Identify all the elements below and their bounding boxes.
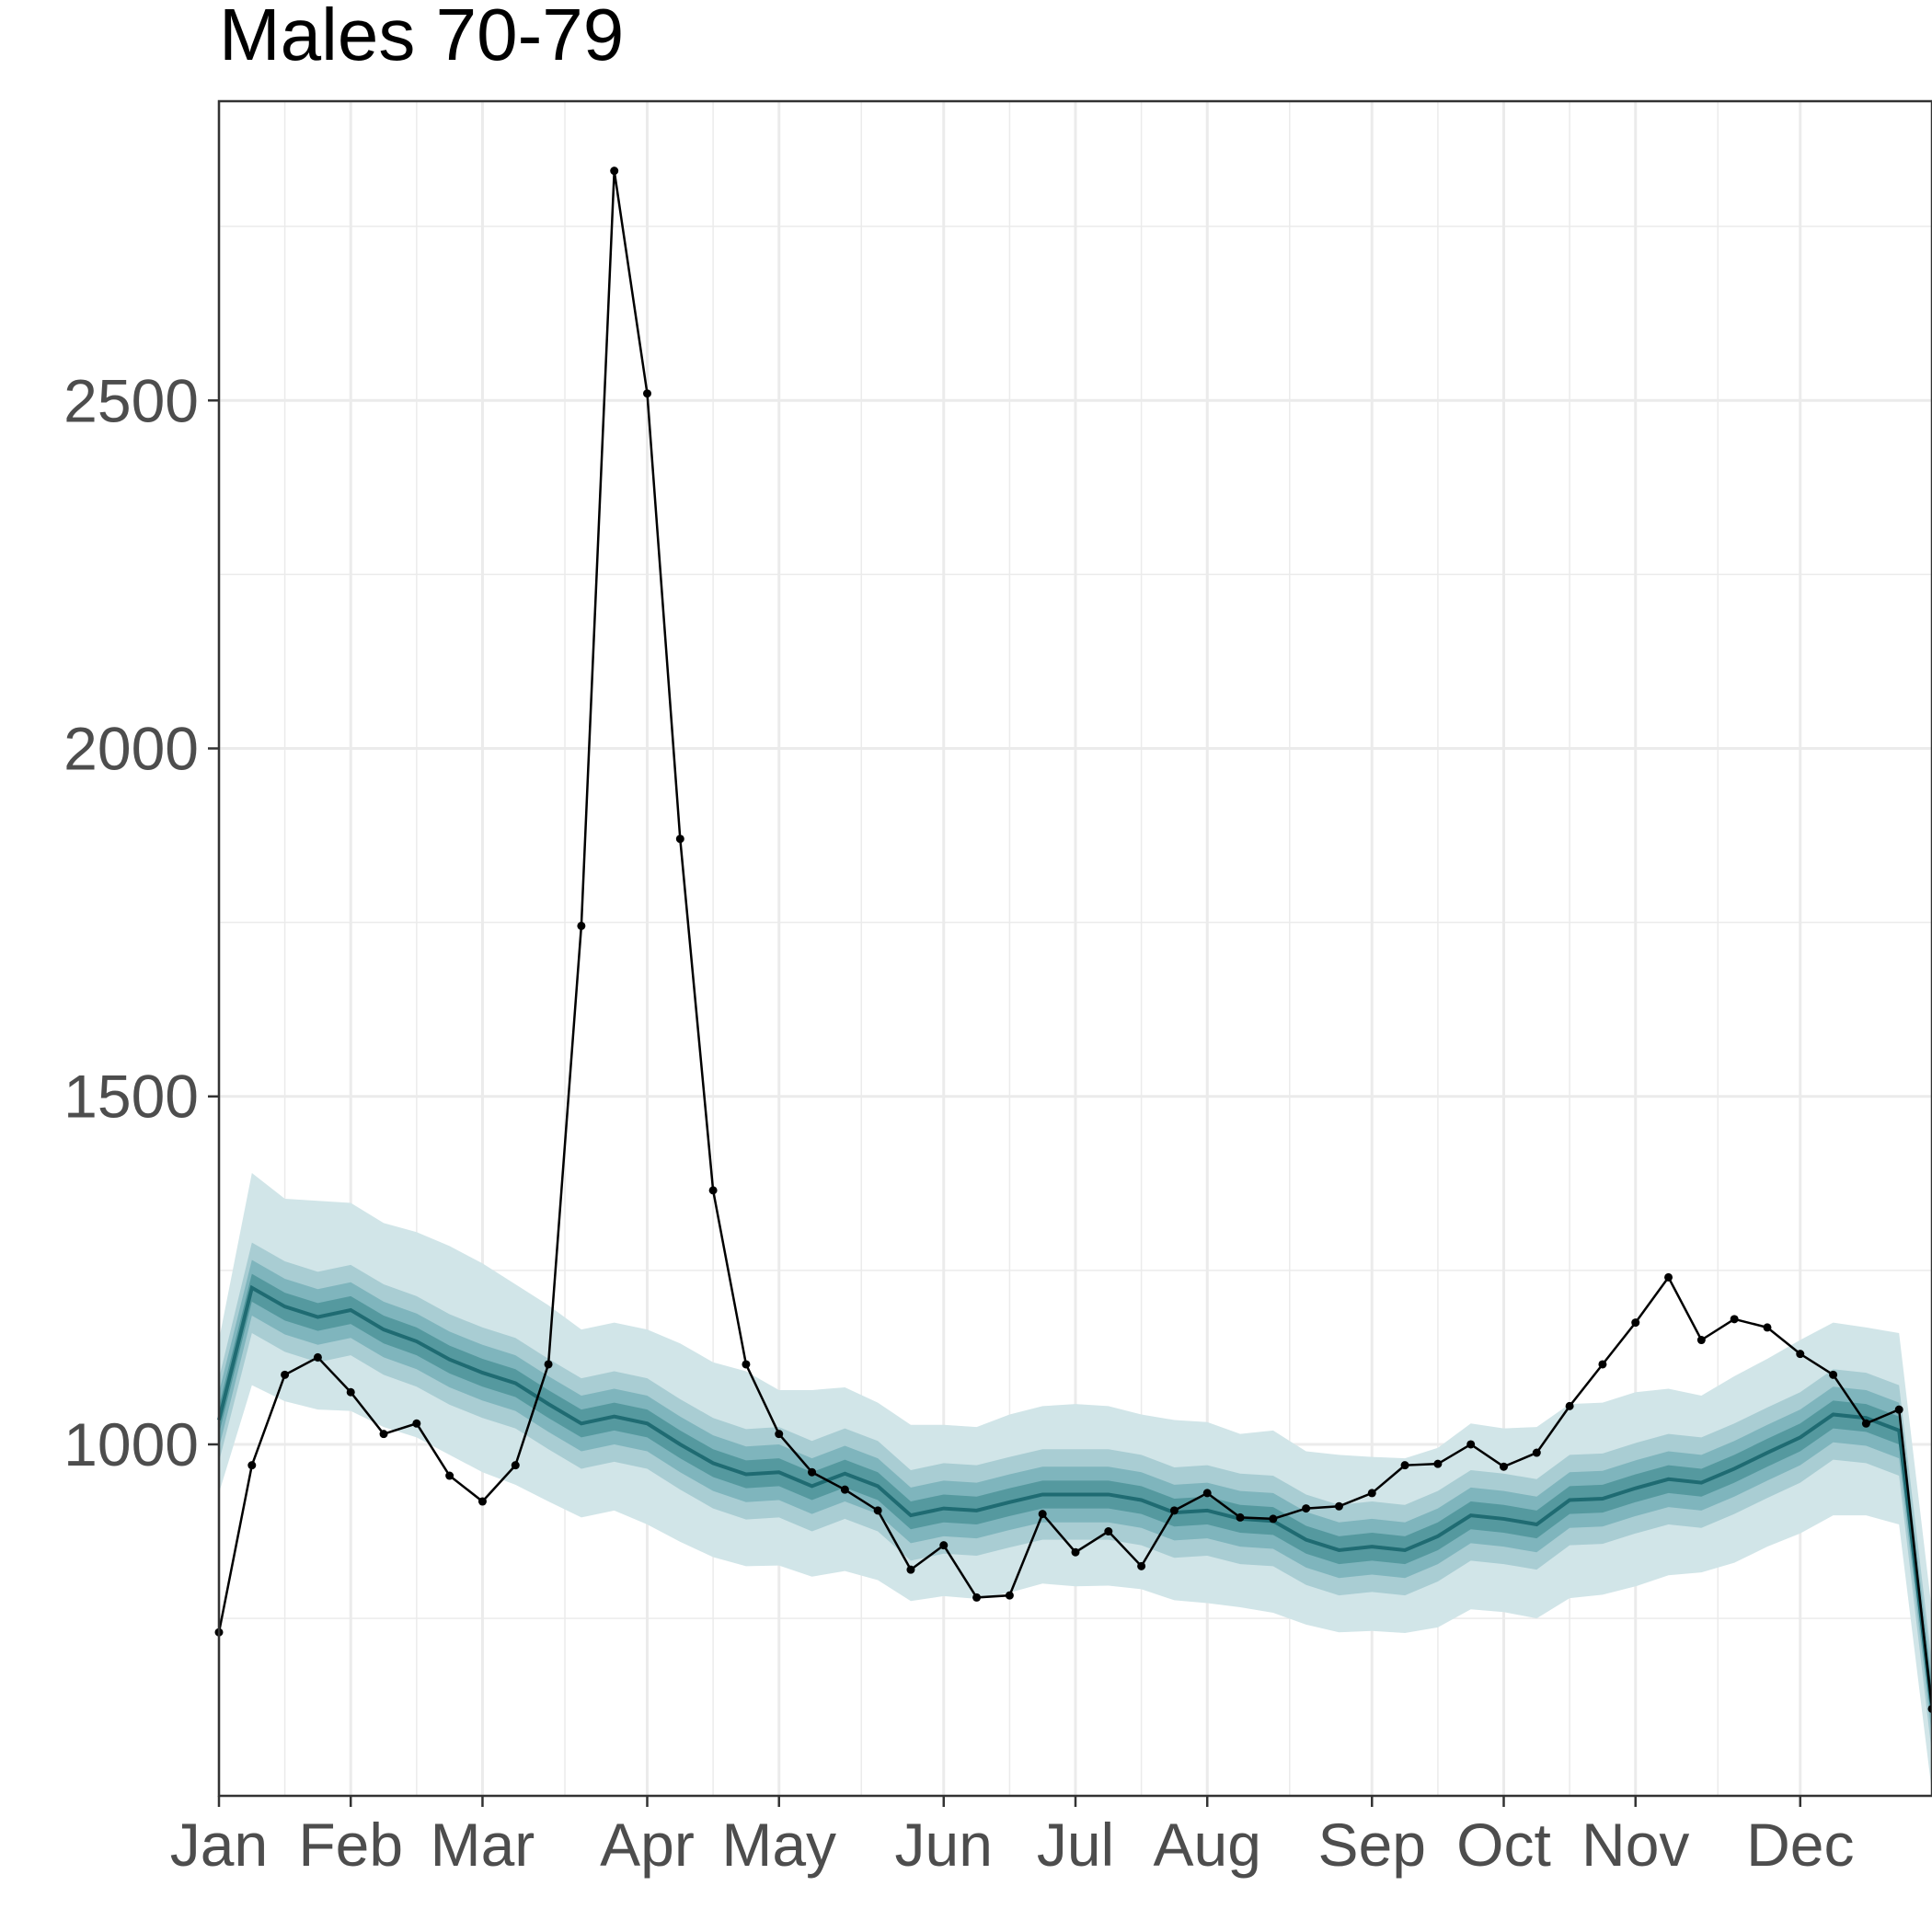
observed-point bbox=[1367, 1489, 1376, 1498]
y-tick-label: 2000 bbox=[63, 715, 199, 783]
observed-point bbox=[1433, 1459, 1443, 1468]
x-tick-label: Jul bbox=[1037, 1811, 1114, 1879]
observed-point bbox=[1664, 1272, 1673, 1282]
observed-point bbox=[1302, 1504, 1311, 1513]
observed-point bbox=[477, 1497, 487, 1506]
observed-point bbox=[1730, 1315, 1739, 1324]
observed-point bbox=[1269, 1514, 1278, 1524]
axis-ticks bbox=[208, 399, 1802, 1807]
observed-point bbox=[808, 1467, 817, 1477]
observed-series bbox=[214, 167, 1932, 1713]
observed-point bbox=[1400, 1461, 1409, 1470]
observed-point bbox=[939, 1541, 949, 1550]
observed-point bbox=[610, 167, 619, 176]
x-tick-label: Feb bbox=[298, 1811, 403, 1879]
observed-point bbox=[379, 1430, 388, 1439]
observed-point bbox=[1236, 1512, 1245, 1522]
observed-point bbox=[1565, 1401, 1574, 1410]
median-line-group bbox=[217, 1284, 1932, 1709]
observed-point bbox=[445, 1471, 454, 1480]
x-tick-label: Apr bbox=[600, 1811, 695, 1879]
observed-point bbox=[873, 1506, 882, 1515]
observed-point bbox=[1104, 1527, 1113, 1536]
observed-point bbox=[1466, 1440, 1476, 1449]
y-tick-label: 1000 bbox=[63, 1410, 199, 1478]
observed-point bbox=[577, 921, 586, 930]
x-tick-label: May bbox=[721, 1811, 836, 1879]
x-tick-label: Dec bbox=[1746, 1811, 1854, 1879]
observed-point bbox=[1829, 1370, 1838, 1379]
observed-point bbox=[1071, 1547, 1080, 1557]
observed-point bbox=[1169, 1506, 1179, 1515]
observed-point bbox=[1598, 1360, 1607, 1369]
observed-point bbox=[1696, 1336, 1706, 1345]
observed-point bbox=[972, 1593, 982, 1602]
median-line bbox=[217, 1284, 1932, 1709]
observed-point bbox=[1005, 1591, 1014, 1600]
x-tick-label: Jan bbox=[170, 1811, 268, 1879]
observed-point bbox=[1532, 1448, 1541, 1457]
forecast-bands bbox=[219, 1172, 1932, 1793]
observed-point bbox=[1202, 1489, 1212, 1498]
observed-point bbox=[1038, 1510, 1047, 1519]
observed-point bbox=[1796, 1350, 1805, 1359]
observed-point bbox=[906, 1565, 915, 1574]
observed-point bbox=[544, 1360, 553, 1369]
y-tick-label: 2500 bbox=[63, 366, 199, 434]
observed-point bbox=[247, 1461, 257, 1470]
x-tick-label: Nov bbox=[1581, 1811, 1689, 1879]
observed-point bbox=[1631, 1318, 1640, 1328]
y-tick-label: 1500 bbox=[63, 1063, 199, 1131]
observed-point bbox=[313, 1352, 322, 1362]
observed-point bbox=[643, 389, 651, 398]
observed-point bbox=[1334, 1501, 1343, 1511]
chart-title: Males 70-79 bbox=[219, 0, 624, 75]
y-axis-labels: 1000 1500 2000 2500 bbox=[63, 366, 199, 1478]
observed-point bbox=[281, 1370, 290, 1379]
x-tick-label: Aug bbox=[1154, 1811, 1261, 1879]
observed-point bbox=[511, 1461, 520, 1470]
observed-point bbox=[1894, 1405, 1903, 1414]
observed-point bbox=[675, 834, 684, 844]
x-tick-label: Jun bbox=[895, 1811, 993, 1879]
observed-point bbox=[840, 1485, 849, 1494]
observed-point bbox=[1861, 1419, 1870, 1428]
observed-point bbox=[1763, 1323, 1772, 1332]
observed-point bbox=[1500, 1462, 1508, 1471]
x-axis-labels: Jan Feb Mar Apr May Jun Jul Aug Sep Oct Nov Dec bbox=[170, 1811, 1855, 1879]
observed-point bbox=[1137, 1561, 1146, 1570]
observed-point bbox=[775, 1430, 784, 1439]
observed-point bbox=[412, 1419, 421, 1428]
x-tick-label: Sep bbox=[1318, 1811, 1426, 1879]
band-50 bbox=[219, 1273, 1932, 1723]
observed-point bbox=[708, 1186, 718, 1195]
x-tick-label: Oct bbox=[1456, 1811, 1551, 1879]
observed-point bbox=[742, 1360, 751, 1369]
x-tick-label: Mar bbox=[431, 1811, 535, 1879]
observed-point bbox=[346, 1387, 355, 1397]
